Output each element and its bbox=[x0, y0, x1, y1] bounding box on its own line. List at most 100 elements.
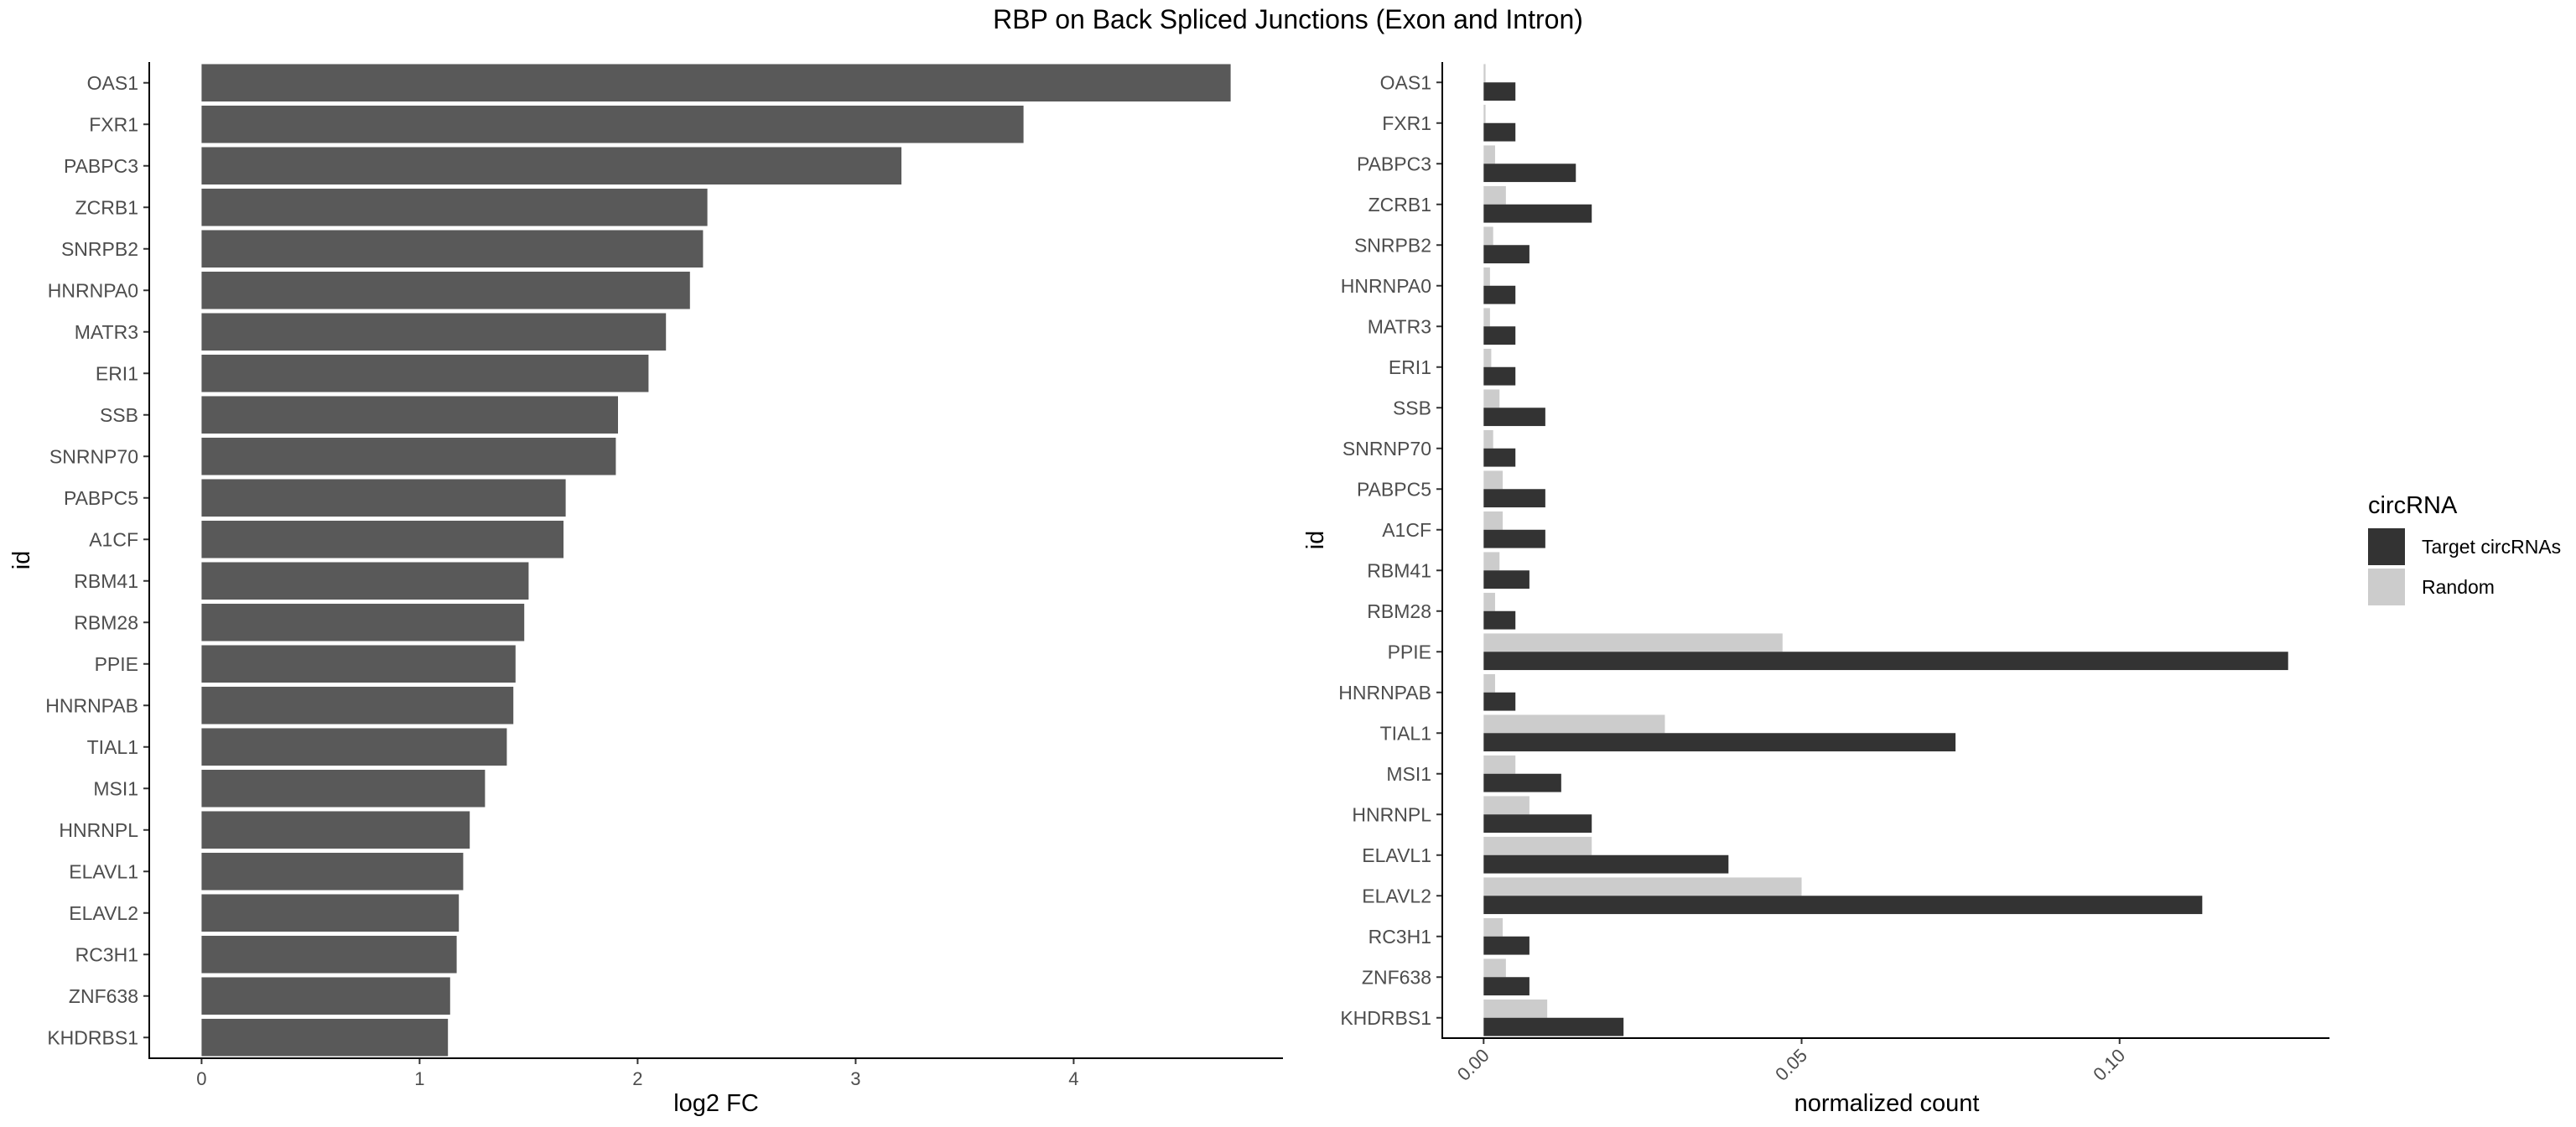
right-y-tick-label: RC3H1 bbox=[1368, 926, 1431, 948]
left-x-tick-label: 0 bbox=[196, 1068, 206, 1089]
left-y-tick-label: ELAVL2 bbox=[69, 902, 138, 924]
left-x-tick-label: 4 bbox=[1068, 1068, 1078, 1089]
right-bar-target-elavl2 bbox=[1483, 896, 2203, 915]
right-y-tick-label: FXR1 bbox=[1382, 112, 1431, 134]
right-x-axis-title: normalized count bbox=[1794, 1090, 1980, 1117]
right-bar-target-znf638 bbox=[1483, 977, 1530, 996]
right-bar-random-hnrnpa0 bbox=[1483, 267, 1490, 286]
right-y-tick-label: ELAVL2 bbox=[1362, 885, 1431, 906]
right-bar-random-pabpc5 bbox=[1483, 470, 1504, 490]
left-y-tick-label: FXR1 bbox=[89, 113, 138, 135]
left-bar-hnrnpa0 bbox=[201, 271, 690, 309]
left-bar-pabpc3 bbox=[201, 147, 901, 185]
right-bar-target-matr3 bbox=[1483, 326, 1516, 345]
right-y-tick-label: KHDRBS1 bbox=[1340, 1007, 1431, 1029]
right-panel-normalized-count: OAS1 FXR1 PABPC3 ZCRB1 SNRPB2 HNRNPA0 MATR3 ERI… bbox=[1302, 62, 2329, 1117]
right-y-tick-label: SNRPB2 bbox=[1354, 234, 1431, 256]
right-bar-target-snrnp70 bbox=[1483, 448, 1516, 467]
left-y-tick-label: ZNF638 bbox=[69, 985, 138, 1007]
left-y-tick-label: ZCRB1 bbox=[75, 196, 138, 218]
right-y-tick-label: SNRNP70 bbox=[1343, 438, 1431, 460]
left-y-tick-label: RBM41 bbox=[74, 570, 138, 592]
right-y-tick-label: HNRNPL bbox=[1352, 803, 1431, 825]
right-bar-random-zcrb1 bbox=[1483, 185, 1506, 205]
left-panel-log2fc: OAS1 FXR1 PABPC3 ZCRB1 SNRPB2 HNRNPA0 MATR3 ERI… bbox=[8, 62, 1283, 1117]
left-bar-rbm41 bbox=[201, 562, 529, 600]
right-bar-random-snrnp70 bbox=[1483, 429, 1493, 449]
right-y-tick-label: PABPC3 bbox=[1357, 153, 1431, 174]
right-y-tick-label: TIAL1 bbox=[1380, 722, 1431, 744]
left-y-tick-label: MSI1 bbox=[93, 777, 138, 799]
left-bar-zcrb1 bbox=[201, 188, 708, 226]
right-bar-target-zcrb1 bbox=[1483, 204, 1592, 223]
left-bar-snrnp70 bbox=[201, 437, 616, 475]
right-bar-random-hnrnpab bbox=[1483, 673, 1495, 693]
right-y-tick-label: ZCRB1 bbox=[1368, 194, 1431, 216]
left-y-tick-label: PABPC5 bbox=[64, 487, 138, 509]
right-y-tick-label: OAS1 bbox=[1380, 71, 1431, 93]
right-y-tick-label: PABPC5 bbox=[1357, 478, 1431, 500]
left-y-tick-label: SNRNP70 bbox=[49, 445, 138, 467]
right-bar-target-ppie bbox=[1483, 652, 2288, 671]
right-y-tick-label: HNRNPAB bbox=[1338, 682, 1431, 704]
right-bar-random-a1cf bbox=[1483, 511, 1504, 530]
left-y-tick-label: HNRNPL bbox=[59, 819, 138, 841]
left-y-tick-label: PPIE bbox=[95, 653, 138, 675]
left-bar-ppie bbox=[201, 645, 516, 683]
right-bar-random-znf638 bbox=[1483, 958, 1506, 978]
left-x-ticks: 0 1 2 3 4 bbox=[196, 1058, 1079, 1089]
right-bar-target-a1cf bbox=[1483, 529, 1545, 548]
legend-title: circRNA bbox=[2368, 492, 2458, 519]
legend-label-random: Random bbox=[2422, 576, 2495, 598]
left-y-tick-label: HNRNPAB bbox=[45, 694, 138, 716]
right-bar-target-rbm28 bbox=[1483, 610, 1516, 630]
left-bar-elavl1 bbox=[201, 852, 464, 891]
right-bar-random-tial1 bbox=[1483, 714, 1665, 734]
right-bar-target-fxr1 bbox=[1483, 122, 1516, 142]
left-bar-hnrnpab bbox=[201, 686, 514, 724]
left-y-tick-label: OAS1 bbox=[87, 72, 138, 94]
left-bar-msi1 bbox=[201, 769, 486, 808]
right-x-tick-label: 0.05 bbox=[1771, 1045, 1811, 1085]
left-y-axis-title: id bbox=[8, 551, 35, 570]
right-bar-random-rbm28 bbox=[1483, 592, 1495, 611]
right-bar-random-rc3h1 bbox=[1483, 917, 1504, 937]
right-bar-random-ssb bbox=[1483, 389, 1500, 408]
right-y-tick-label: HNRNPA0 bbox=[1341, 275, 1431, 297]
right-y-tick-label: PPIE bbox=[1388, 641, 1431, 662]
right-bar-target-hnrnpab bbox=[1483, 692, 1516, 711]
figure-title: RBP on Back Spliced Junctions (Exon and … bbox=[993, 4, 1583, 34]
left-bars bbox=[201, 64, 1231, 1057]
right-bar-random-hnrnpl bbox=[1483, 796, 1530, 815]
left-y-tick-label: TIAL1 bbox=[87, 736, 138, 758]
left-y-ticks: OAS1 FXR1 PABPC3 ZCRB1 SNRPB2 HNRNPA0 MATR3 ERI… bbox=[45, 72, 149, 1048]
left-bar-rbm28 bbox=[201, 603, 525, 641]
right-bar-random-fxr1 bbox=[1483, 104, 1486, 123]
right-bar-target-hnrnpl bbox=[1483, 814, 1592, 834]
right-y-axis-title: id bbox=[1302, 531, 1329, 550]
right-y-tick-label: MSI1 bbox=[1386, 763, 1431, 785]
left-y-tick-label: PABPC3 bbox=[64, 155, 138, 177]
right-bar-target-oas1 bbox=[1483, 82, 1516, 101]
right-y-tick-label: SSB bbox=[1393, 397, 1431, 418]
right-bar-random-snrpb2 bbox=[1483, 226, 1493, 246]
left-bar-tial1 bbox=[201, 728, 507, 766]
right-bar-target-pabpc3 bbox=[1483, 164, 1576, 183]
right-bar-target-tial1 bbox=[1483, 733, 1956, 752]
left-x-tick-label: 1 bbox=[414, 1068, 424, 1089]
right-bar-target-eri1 bbox=[1483, 366, 1516, 386]
left-bar-khdrbs1 bbox=[201, 1018, 449, 1057]
right-bar-target-ssb bbox=[1483, 408, 1545, 427]
right-y-tick-label: MATR3 bbox=[1368, 315, 1431, 337]
right-bar-random-elavl2 bbox=[1483, 877, 1802, 896]
right-bar-target-khdrbs1 bbox=[1483, 1017, 1624, 1036]
left-y-tick-label: ERI1 bbox=[96, 362, 138, 384]
left-bar-hnrnpl bbox=[201, 811, 470, 849]
left-y-tick-label: HNRNPA0 bbox=[48, 279, 138, 301]
right-bar-target-elavl1 bbox=[1483, 854, 1729, 874]
right-bar-random-eri1 bbox=[1483, 348, 1492, 367]
left-y-tick-label: ELAVL1 bbox=[69, 860, 138, 882]
left-x-tick-label: 3 bbox=[850, 1068, 860, 1089]
right-bar-random-elavl1 bbox=[1483, 836, 1592, 855]
